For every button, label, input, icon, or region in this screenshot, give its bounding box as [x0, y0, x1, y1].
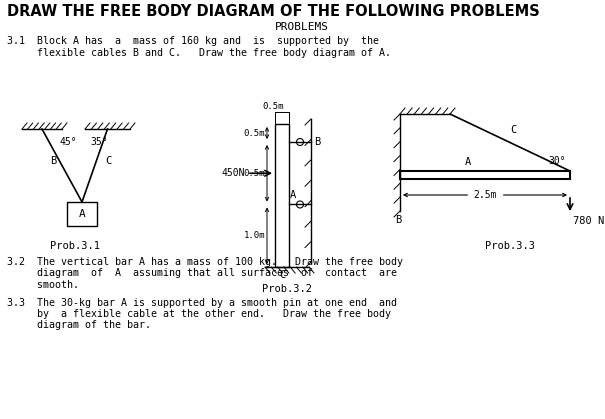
Text: Prob.3.2: Prob.3.2 [262, 284, 312, 294]
Text: 1.0m: 1.0m [243, 231, 265, 240]
Text: 780 N: 780 N [573, 216, 604, 226]
Text: flexible cables B and C.   Draw the free body diagram of A.: flexible cables B and C. Draw the free b… [7, 48, 391, 58]
Text: smooth.: smooth. [7, 280, 79, 290]
Bar [67, 202, 97, 226]
Text: 30°: 30° [548, 156, 566, 166]
Text: C: C [105, 156, 111, 166]
Text: diagram of the bar.: diagram of the bar. [7, 321, 151, 331]
Text: 2.5m: 2.5m [473, 190, 497, 200]
Text: by  a flexible cable at the other end.   Draw the free body: by a flexible cable at the other end. Dr… [7, 309, 391, 319]
Text: B: B [50, 156, 56, 166]
Text: 0.5m: 0.5m [262, 102, 284, 111]
Text: B: B [395, 215, 401, 225]
Text: 45°: 45° [60, 137, 77, 147]
Text: PROBLEMS: PROBLEMS [275, 22, 329, 32]
Text: 3.2  The vertical bar A has a mass of 100 kg.   Draw the free body: 3.2 The vertical bar A has a mass of 100… [7, 257, 403, 267]
Text: 0.5m: 0.5m [243, 129, 265, 137]
Text: 0.5m: 0.5m [243, 169, 265, 178]
Text: 3.3  The 30-kg bar A is supported by a smooth pin at one end  and: 3.3 The 30-kg bar A is supported by a sm… [7, 297, 397, 308]
Text: A: A [290, 191, 296, 201]
Text: 35°: 35° [90, 137, 108, 147]
Text: B: B [314, 137, 320, 147]
Text: DRAW THE FREE BODY DIAGRAM OF THE FOLLOWING PROBLEMS: DRAW THE FREE BODY DIAGRAM OF THE FOLLOW… [7, 4, 540, 19]
Text: diagram  of  A  assuming that all surfaces  of  contact  are: diagram of A assuming that all surfaces … [7, 269, 397, 279]
Text: C: C [279, 270, 285, 280]
Text: A: A [465, 157, 471, 167]
Text: 450N: 450N [221, 168, 245, 178]
Text: 3.1  Block A has  a  mass of 160 kg and  is  supported by  the: 3.1 Block A has a mass of 160 kg and is … [7, 36, 379, 46]
Text: C: C [510, 124, 516, 134]
Bar [275, 124, 289, 267]
Text: A: A [79, 209, 85, 219]
Text: Prob.3.1: Prob.3.1 [50, 241, 100, 251]
Text: Prob.3.3: Prob.3.3 [485, 241, 535, 251]
